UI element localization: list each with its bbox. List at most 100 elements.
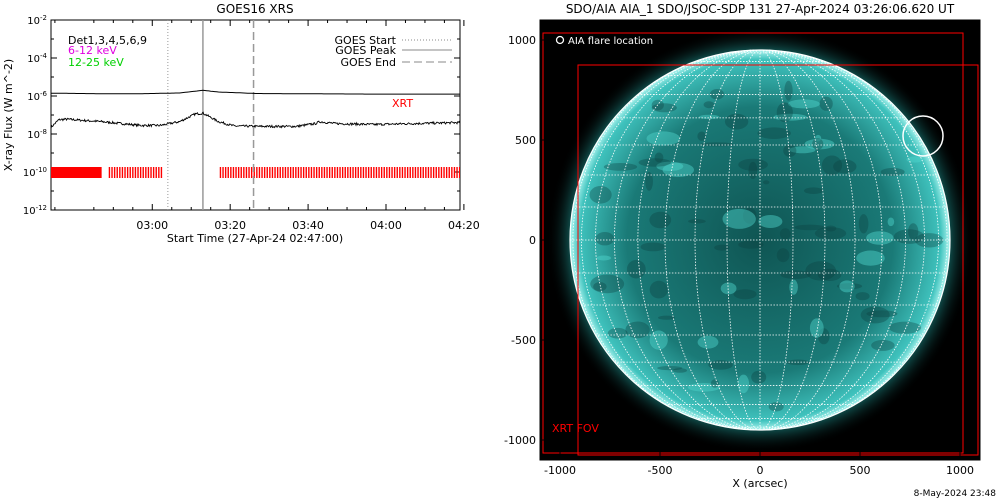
goes-x-tick-label: 04:00 [370, 219, 402, 232]
disk-feature [640, 242, 666, 252]
grid-longitude-line [614, 49, 761, 431]
disk-feature [906, 156, 923, 163]
aia-x-tick-label: 1000 [946, 464, 974, 477]
timestamp: 8-May-2024 23:48 [914, 489, 997, 499]
disk-feature [638, 158, 671, 167]
disk-feature [626, 259, 646, 279]
grid-longitude-line [726, 49, 761, 431]
disk-feature [789, 146, 816, 154]
disk-feature [656, 161, 684, 171]
disk-feature [819, 96, 833, 111]
disk-feature [763, 180, 770, 185]
disk-feature [688, 219, 706, 224]
disk-feature [866, 310, 898, 318]
disk-feature [672, 368, 687, 373]
aia-y-tick-label: 500 [515, 134, 536, 147]
disk-feature [855, 292, 870, 301]
disk-feature [649, 211, 672, 229]
disk-feature [908, 223, 919, 240]
disk-feature [814, 227, 847, 240]
goes-x-axis-label: Start Time (27-Apr-24 02:47:00) [167, 232, 343, 245]
goes-y-tick-label: 10-2 [27, 14, 47, 27]
disk-feature [773, 113, 807, 121]
disk-feature [888, 321, 922, 334]
disk-feature [651, 103, 677, 113]
flare-location-legend: AIA flare location [568, 36, 653, 47]
aia-y-axis: 1000 500 0 -500 -1000 [504, 34, 548, 447]
disk-feature [733, 289, 757, 300]
goes-y-tick-label: 10-12 [23, 204, 47, 217]
aia-x-tick-label: 500 [850, 464, 871, 477]
aia-x-axis-label: X (arcsec) [732, 477, 787, 490]
grid-longitude-line [759, 49, 856, 431]
goes-xrs-panel: GOES16 XRS 10-2 10-4 10-6 10-8 10-10 10-12 03… [2, 2, 480, 245]
disk-feature [758, 215, 783, 228]
disk-feature [768, 402, 784, 412]
disk-feature [779, 228, 791, 240]
legend-goes-peak: GOES Peak [335, 44, 396, 57]
disk-feature [743, 207, 757, 224]
disk-feature [858, 214, 869, 234]
disk-feature [714, 244, 730, 251]
legend-band-low: 6-12 keV [68, 44, 117, 57]
legend-goes-start: GOES Start [335, 34, 397, 47]
disk-feature [738, 158, 768, 171]
disk-feature [833, 159, 857, 174]
disk-feature [698, 114, 720, 120]
disk-feature [649, 280, 668, 299]
goes-x-axis: 03:00 03:20 03:40 04:00 04:20 [54, 20, 480, 232]
disk-feature [825, 225, 837, 232]
grid-longitude-line [759, 49, 794, 431]
goes-x-tick-label: 03:20 [214, 219, 246, 232]
disk-feature [887, 217, 895, 227]
disk-feature [625, 321, 650, 339]
disk-feature [697, 131, 706, 141]
heliographic-grid [570, 49, 950, 431]
disk-feature [751, 370, 767, 384]
goes-x-tick-label: 03:00 [136, 219, 168, 232]
disk-feature [776, 248, 790, 263]
goes-y-axis-label: X-ray Flux (W m^-2) [2, 59, 15, 171]
disk-feature [794, 224, 825, 231]
disk-feature [662, 162, 694, 177]
goes-x-tick-label: 03:40 [292, 219, 324, 232]
disk-feature [603, 163, 638, 171]
disk-feature [737, 374, 750, 394]
grid-longitude-line [581, 49, 761, 431]
disk-feature [645, 172, 653, 191]
disk-feature [784, 80, 793, 101]
goes-title: GOES16 XRS [216, 2, 293, 16]
xrt-coverage [51, 167, 460, 178]
legend-band-high: 12-25 keV [68, 56, 124, 69]
disk-feature [780, 270, 811, 280]
goes-y-tick-label: 10-4 [27, 52, 47, 65]
disk-feature [787, 99, 820, 109]
disk-feature [839, 280, 855, 293]
disk-feature [646, 131, 681, 146]
solar-limb [569, 49, 951, 431]
disk-feature [738, 240, 764, 249]
grid-longitude-line [759, 49, 939, 431]
xrt-label: XRT [392, 97, 413, 110]
disk-feature [871, 339, 895, 351]
goes-y-tick-label: 10-8 [27, 128, 47, 141]
aia-y-tick-label: -500 [511, 334, 536, 347]
disk-feature [757, 127, 791, 139]
disk-feature [856, 250, 885, 266]
xrt-coverage-bar [108, 167, 163, 178]
grid-longitude-line [664, 49, 761, 431]
grid-longitude-line [759, 49, 948, 431]
disk-feature [860, 306, 890, 324]
disk-feature [607, 327, 628, 339]
goes-y-tick-label: 10-6 [27, 90, 47, 103]
goes-long-channel-line [51, 89, 460, 95]
flare-location-legend-icon [555, 35, 565, 45]
xrt-fov-label: XRT FOV [552, 422, 599, 435]
xrt-coverage-bar [219, 167, 460, 178]
disk-feature [783, 144, 797, 157]
aia-x-tick-label: -500 [648, 464, 673, 477]
disk-feature [654, 152, 664, 163]
aia-x-tick-label: 0 [757, 464, 764, 477]
aia-title: SDO/AIA AIA_1 SDO/JSOC-SDP 131 27-Apr-20… [566, 2, 955, 16]
